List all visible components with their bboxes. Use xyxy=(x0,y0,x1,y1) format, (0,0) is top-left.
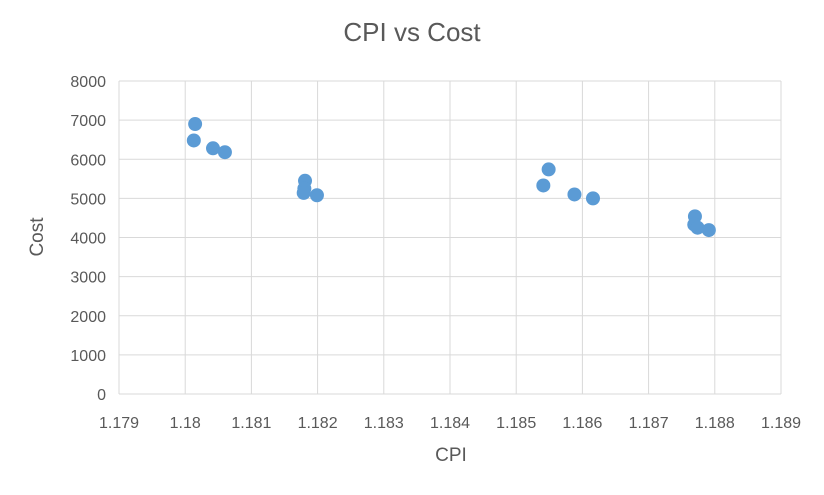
y-tick-label: 2000 xyxy=(70,309,106,326)
x-axis-title: CPI xyxy=(435,445,467,466)
x-tick-label: 1.183 xyxy=(364,415,404,432)
chart-title: CPI vs Cost xyxy=(343,17,481,47)
y-axis-title: Cost xyxy=(27,217,48,257)
x-tick-label: 1.182 xyxy=(298,415,338,432)
data-point-11 xyxy=(567,187,582,202)
data-point-16 xyxy=(701,223,716,238)
x-axis-ticks: 1.179 1.18 1.181 1.182 1.183 1.184 1.185 1.186 1… xyxy=(99,415,801,432)
x-tick-label: 1.185 xyxy=(496,415,536,432)
x-tick-label: 1.18 xyxy=(170,415,201,432)
grid-lines xyxy=(118,80,782,395)
data-point-10 xyxy=(536,178,551,193)
y-tick-label: 7000 xyxy=(70,113,106,130)
y-tick-label: 1000 xyxy=(70,348,106,365)
data-points xyxy=(186,117,716,238)
x-tick-label: 1.188 xyxy=(695,415,735,432)
y-tick-label: 0 xyxy=(97,387,106,404)
data-point-1 xyxy=(188,117,203,132)
data-point-7 xyxy=(296,185,311,200)
data-point-2 xyxy=(186,133,201,148)
x-tick-label: 1.181 xyxy=(231,415,271,432)
x-tick-label: 1.189 xyxy=(761,415,801,432)
data-point-9 xyxy=(541,162,556,177)
x-tick-label: 1.186 xyxy=(562,415,602,432)
y-axis-ticks: 0 1000 2000 3000 4000 5000 6000 7000 8000 xyxy=(70,74,106,404)
x-tick-label: 1.184 xyxy=(430,415,470,432)
y-tick-label: 4000 xyxy=(70,231,106,248)
data-point-15 xyxy=(690,220,705,235)
data-point-4 xyxy=(217,145,232,160)
y-tick-label: 6000 xyxy=(70,152,106,169)
y-tick-label: 3000 xyxy=(70,270,106,287)
data-point-12 xyxy=(585,191,600,206)
x-tick-label: 1.187 xyxy=(629,415,669,432)
data-point-3 xyxy=(206,141,221,156)
x-tick-label: 1.179 xyxy=(99,415,139,432)
data-point-8 xyxy=(309,188,324,203)
y-tick-label: 8000 xyxy=(70,74,106,91)
y-tick-label: 5000 xyxy=(70,191,106,208)
